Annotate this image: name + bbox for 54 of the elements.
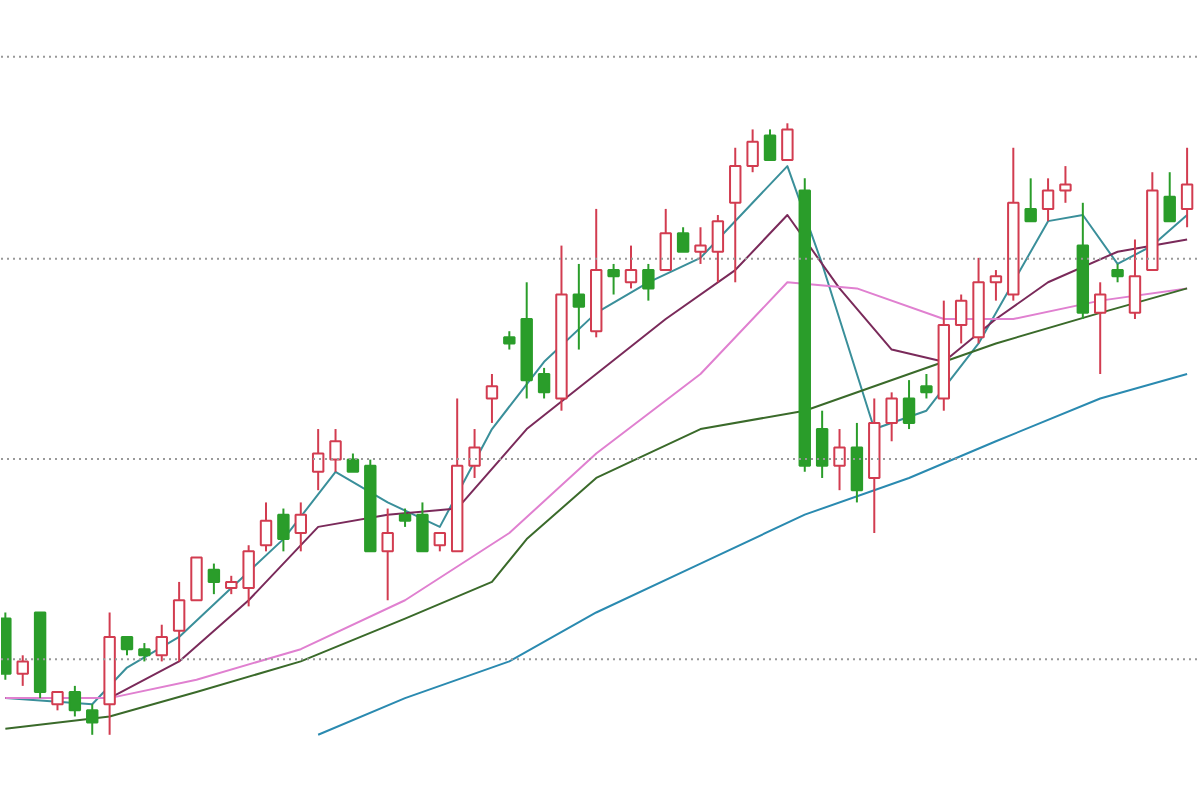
candlestick — [763, 128, 777, 161]
candlestick — [1111, 262, 1124, 284]
candlestick — [155, 623, 168, 663]
candlestick — [954, 293, 968, 345]
candlestick — [676, 226, 690, 253]
candlestick — [694, 226, 707, 265]
candlestick — [172, 580, 186, 663]
candlestick — [746, 128, 759, 174]
candlestick — [1024, 177, 1037, 223]
candlestick — [190, 556, 203, 602]
candlestick — [537, 366, 551, 400]
candlestick — [398, 507, 412, 528]
candlestick — [51, 690, 64, 712]
candlestick — [16, 654, 29, 687]
candlestick — [711, 214, 725, 284]
candlestick — [311, 428, 325, 492]
candlestick — [503, 330, 516, 351]
candlestick — [607, 262, 620, 296]
candlestick — [989, 269, 1003, 302]
candlestick — [294, 501, 307, 553]
candlestick — [1128, 238, 1142, 320]
candlestick — [1041, 177, 1055, 223]
candlestick — [138, 642, 151, 663]
candlestick — [1163, 171, 1176, 223]
candlestick — [885, 391, 898, 443]
candlestick — [902, 379, 916, 431]
candlestick — [277, 507, 290, 553]
candlestick — [242, 544, 255, 608]
candlestick — [729, 146, 742, 284]
candlestick — [1059, 165, 1072, 204]
candlestick — [207, 562, 221, 596]
candlestick — [781, 122, 794, 161]
candlestick — [329, 428, 342, 473]
candlestick — [833, 428, 846, 492]
candlestick — [416, 501, 429, 553]
candlestick — [225, 574, 238, 596]
candlestick — [259, 501, 273, 553]
candlestick — [120, 635, 134, 657]
candlestick — [68, 684, 82, 718]
candlestick — [381, 507, 394, 602]
candlestick — [572, 262, 586, 351]
candlestick — [815, 409, 829, 479]
candlestick — [1180, 146, 1194, 229]
candlestick — [850, 421, 864, 504]
candlestick — [920, 373, 933, 400]
candlestick — [86, 703, 99, 736]
candlestick — [346, 452, 360, 473]
candlestick — [659, 207, 672, 272]
candlestick — [1093, 281, 1107, 376]
candlestick — [485, 373, 499, 424]
candlestick — [642, 262, 655, 302]
candlestick — [468, 428, 481, 479]
candlestick — [624, 244, 638, 290]
candlestick — [433, 532, 447, 553]
